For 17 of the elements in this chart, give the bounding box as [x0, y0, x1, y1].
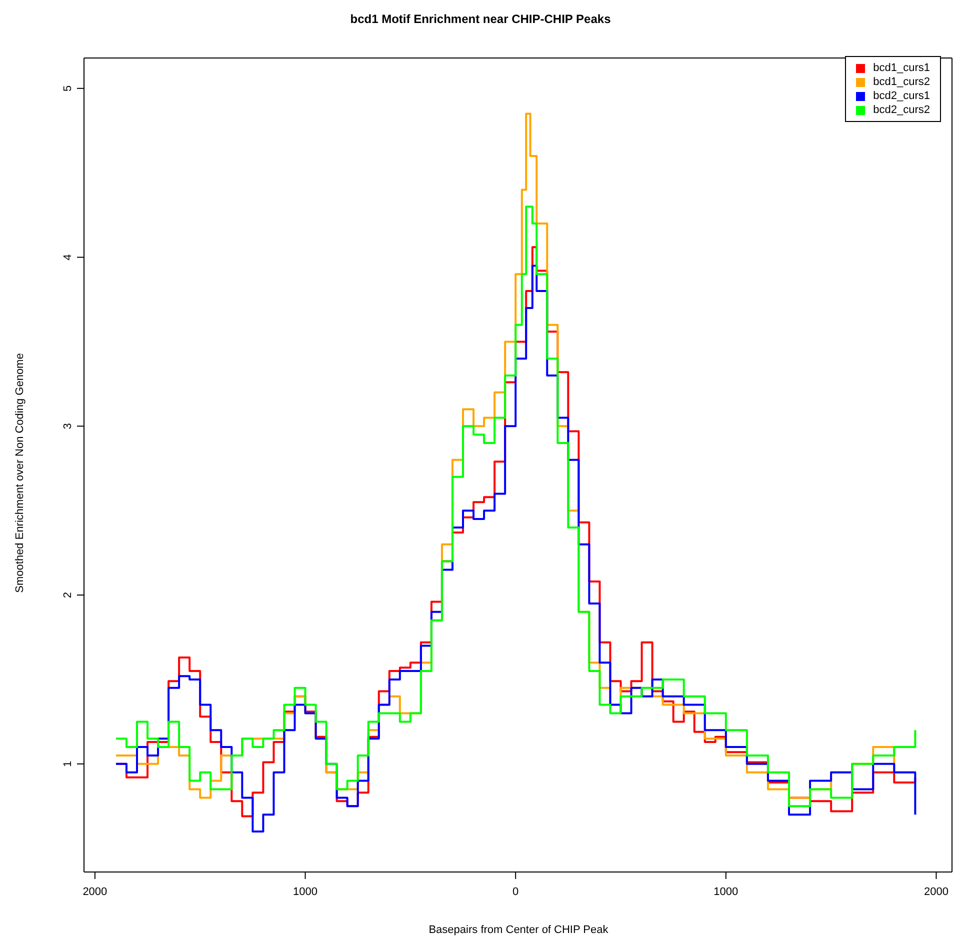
x-tick-label: 2000 [924, 886, 948, 898]
y-tick-label: 3 [62, 423, 74, 430]
x-tick-label: 0 [512, 886, 519, 898]
x-tick-label: 2000 [82, 886, 108, 898]
legend-label: bcd1_curs1 [873, 61, 930, 75]
x-axis-title: Basepairs from Center of CHIP Peak [428, 924, 610, 936]
y-tick-label: 1 [62, 760, 74, 767]
y-tick-label: 5 [62, 85, 74, 92]
legend-label: bcd2_curs2 [873, 103, 930, 117]
legend-label: bcd2_curs1 [873, 89, 930, 103]
y-axis-title: Smoothed Enrichment over Non Coding Genome [14, 353, 26, 593]
legend-label: bcd1_curs2 [873, 75, 930, 89]
x-tick-label: 1000 [293, 886, 318, 898]
x-tick-label: 1000 [714, 886, 738, 898]
y-tick-label: 2 [62, 592, 74, 598]
chart-title: bcd1 Motif Enrichment near CHIP-CHIP Peaks [349, 12, 612, 26]
y-tick-label: 4 [62, 254, 74, 260]
